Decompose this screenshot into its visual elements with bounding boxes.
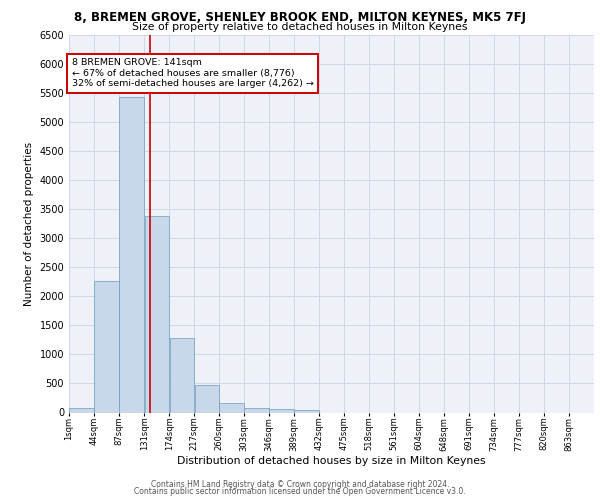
Bar: [145, 216, 169, 412]
Bar: [220, 403, 244, 412]
X-axis label: Distribution of detached houses by size in Milton Keynes: Distribution of detached houses by size …: [177, 456, 486, 466]
Y-axis label: Number of detached properties: Number of detached properties: [24, 142, 34, 306]
Bar: [244, 408, 269, 412]
Text: Contains HM Land Registry data © Crown copyright and database right 2024.: Contains HM Land Registry data © Crown c…: [151, 480, 449, 489]
Bar: [94, 280, 119, 412]
Bar: [69, 408, 94, 412]
Bar: [119, 97, 143, 412]
Bar: [170, 338, 194, 412]
Text: 8 BREMEN GROVE: 141sqm
← 67% of detached houses are smaller (8,776)
32% of semi-: 8 BREMEN GROVE: 141sqm ← 67% of detached…: [72, 58, 314, 88]
Bar: [194, 384, 219, 412]
Text: Size of property relative to detached houses in Milton Keynes: Size of property relative to detached ho…: [132, 22, 468, 32]
Bar: [269, 409, 294, 412]
Text: Contains public sector information licensed under the Open Government Licence v3: Contains public sector information licen…: [134, 487, 466, 496]
Text: 8, BREMEN GROVE, SHENLEY BROOK END, MILTON KEYNES, MK5 7FJ: 8, BREMEN GROVE, SHENLEY BROOK END, MILT…: [74, 11, 526, 24]
Bar: [295, 410, 319, 412]
